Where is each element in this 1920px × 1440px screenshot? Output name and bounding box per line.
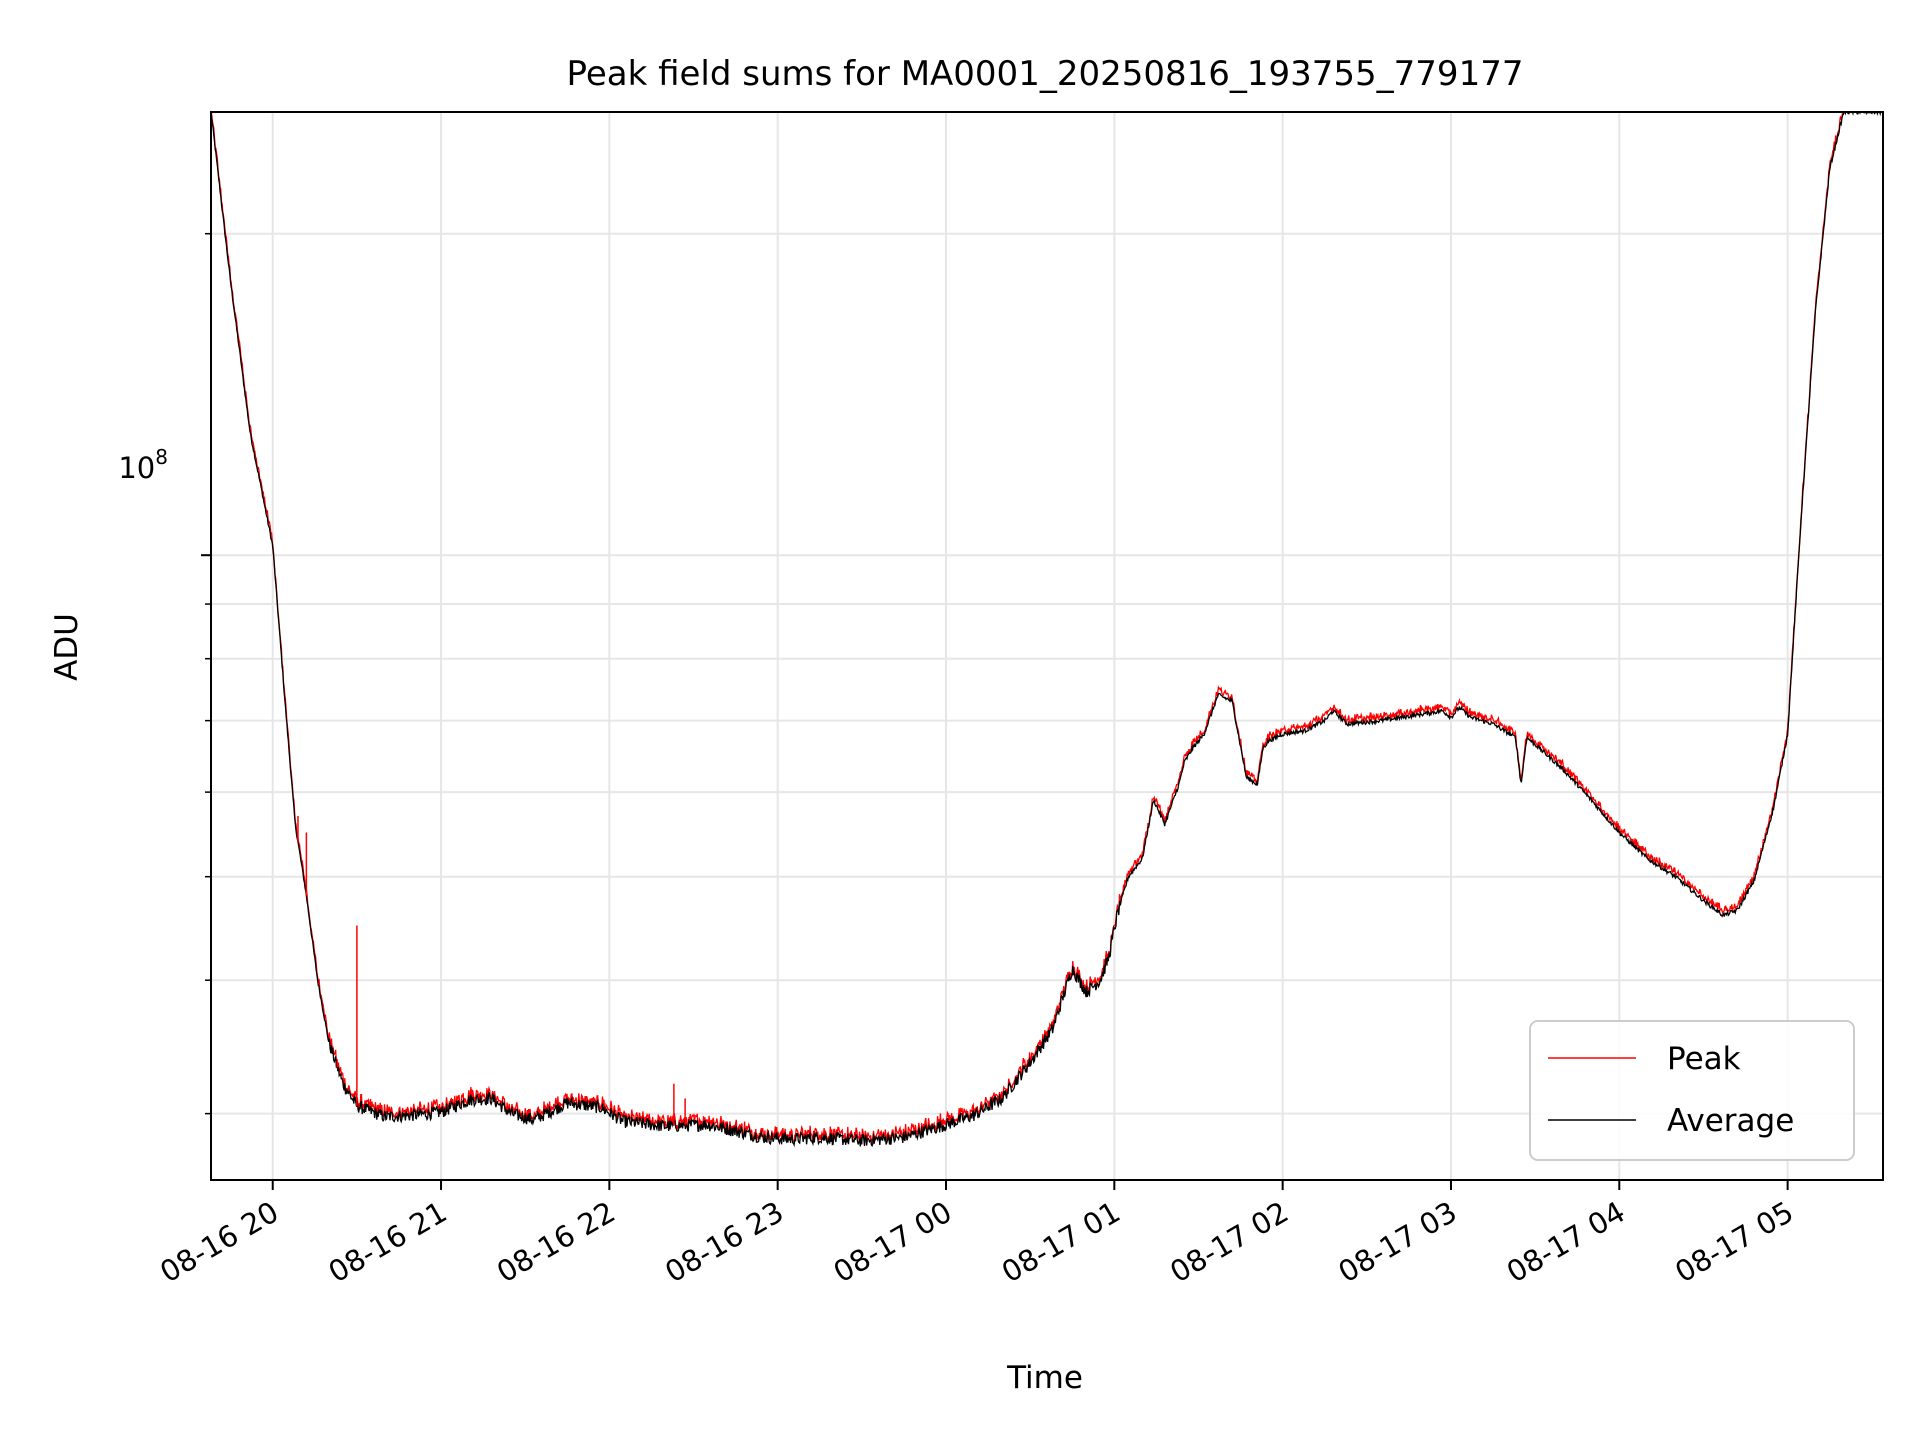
y-axis-ticks: 108 [118, 445, 168, 485]
legend-frame [1529, 1020, 1855, 1161]
legend-label-peak: Peak [1667, 1041, 1741, 1077]
y-tick-label-1e8: 108 [118, 445, 168, 485]
y-axis-label: ADU [49, 613, 85, 681]
series-line-peak [211, 112, 1879, 1144]
grid [211, 112, 1883, 1180]
legend-label-average: Average [1667, 1103, 1794, 1139]
series-lines [211, 112, 1883, 1148]
chart-title: Peak field sums for MA0001_20250816_1937… [567, 54, 1524, 94]
plot-area-frame [210, 111, 1884, 1181]
series-line-average [211, 112, 1883, 1148]
legend: Peak Average [1529, 1020, 1855, 1161]
x-axis-label: Time [1006, 1360, 1083, 1396]
